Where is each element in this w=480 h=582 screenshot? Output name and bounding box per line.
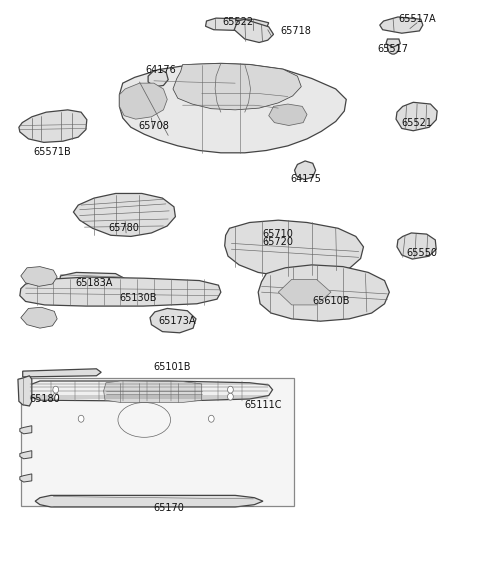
Polygon shape bbox=[397, 233, 436, 259]
Text: 65710: 65710 bbox=[263, 229, 294, 239]
Polygon shape bbox=[73, 193, 175, 236]
Text: 65522: 65522 bbox=[222, 17, 253, 27]
Circle shape bbox=[228, 393, 233, 400]
Text: 65718: 65718 bbox=[281, 26, 312, 36]
Text: 65101B: 65101B bbox=[153, 362, 191, 372]
Text: 65183A: 65183A bbox=[75, 278, 113, 288]
Text: 65720: 65720 bbox=[263, 237, 294, 247]
Text: 64175: 64175 bbox=[290, 173, 322, 183]
Text: 65780: 65780 bbox=[109, 223, 140, 233]
Text: 64176: 64176 bbox=[145, 65, 177, 75]
Bar bbox=[21, 378, 294, 506]
Polygon shape bbox=[20, 425, 32, 434]
Circle shape bbox=[208, 415, 214, 422]
Text: 65130B: 65130B bbox=[120, 293, 157, 303]
Polygon shape bbox=[150, 308, 196, 333]
Text: 65173A: 65173A bbox=[158, 316, 195, 326]
Polygon shape bbox=[20, 450, 32, 459]
Polygon shape bbox=[258, 265, 389, 321]
Text: 65170: 65170 bbox=[154, 503, 185, 513]
Polygon shape bbox=[295, 161, 316, 179]
Polygon shape bbox=[396, 102, 437, 131]
Polygon shape bbox=[386, 39, 400, 47]
Polygon shape bbox=[104, 381, 202, 403]
Polygon shape bbox=[24, 381, 273, 402]
Circle shape bbox=[53, 393, 59, 400]
Polygon shape bbox=[21, 307, 57, 328]
Text: 65517: 65517 bbox=[378, 44, 408, 54]
Polygon shape bbox=[380, 17, 423, 33]
Text: 65550: 65550 bbox=[407, 249, 437, 258]
Circle shape bbox=[228, 386, 233, 393]
Polygon shape bbox=[120, 63, 346, 153]
Polygon shape bbox=[148, 69, 168, 87]
Polygon shape bbox=[173, 63, 301, 110]
Text: 65180: 65180 bbox=[29, 394, 60, 404]
Text: 65517A: 65517A bbox=[398, 14, 436, 24]
Polygon shape bbox=[205, 18, 269, 31]
Text: 65708: 65708 bbox=[138, 121, 169, 132]
Text: 65521: 65521 bbox=[402, 118, 432, 129]
Text: 65571B: 65571B bbox=[34, 147, 71, 158]
Circle shape bbox=[78, 415, 84, 422]
Polygon shape bbox=[20, 474, 32, 482]
Polygon shape bbox=[278, 279, 331, 305]
Polygon shape bbox=[19, 110, 87, 143]
Text: 65610B: 65610B bbox=[312, 296, 350, 306]
Polygon shape bbox=[120, 83, 167, 119]
Polygon shape bbox=[20, 277, 221, 306]
Polygon shape bbox=[234, 19, 274, 42]
Polygon shape bbox=[35, 495, 263, 507]
Polygon shape bbox=[59, 272, 124, 288]
Polygon shape bbox=[23, 369, 101, 377]
Polygon shape bbox=[269, 104, 307, 126]
Polygon shape bbox=[21, 267, 57, 286]
Polygon shape bbox=[18, 376, 32, 406]
Polygon shape bbox=[225, 220, 363, 276]
Circle shape bbox=[53, 386, 59, 393]
Circle shape bbox=[387, 40, 399, 54]
Text: 65111C: 65111C bbox=[244, 400, 282, 410]
